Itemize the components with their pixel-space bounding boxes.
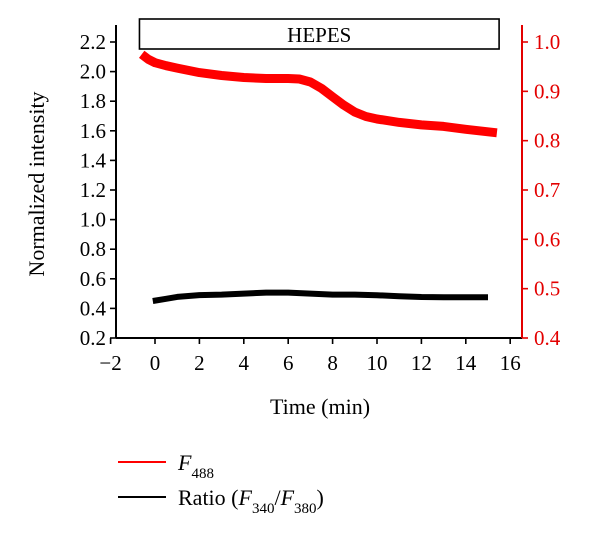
x-tick-label: 14 [455,351,477,375]
plot-area [115,25,523,339]
left-tick-label: 1.2 [80,178,106,202]
x-tick-label: 4 [239,351,250,375]
right-tick-label: 0.6 [534,227,560,251]
right-tick-label: 0.9 [534,79,560,103]
series-line-f488 [138,50,498,138]
y-axis-title: Normalized intensity [24,91,49,276]
left-tick-label: 2.0 [80,60,106,84]
left-tick-label: 0.2 [80,326,106,350]
left-axis-ticks: 0.2 0.4 0.6 0.8 1.0 1.2 1.4 1.6 1.8 2.0 2.2 [80,30,116,350]
x-tick-label: 10 [367,351,388,375]
left-tick-label: 0.4 [80,296,107,320]
left-tick-label: 0.8 [80,237,106,261]
x-tick-label: −2 [99,351,121,375]
hepes-bar [138,18,500,50]
left-tick-label: 1.8 [80,89,106,113]
right-tick-label: 0.4 [534,326,561,350]
x-tick-label: 8 [327,351,338,375]
hepes-label: HEPES [287,23,351,47]
left-tick-label: 2.2 [80,30,106,54]
x-axis-ticks: −2 0 2 4 6 8 10 12 14 16 [99,338,521,375]
legend-label-ratio: Ratio (F340/F380) [178,485,324,517]
x-axis-title: Time (min) [270,394,370,419]
x-tick-label: 2 [194,351,205,375]
left-tick-label: 1.4 [80,148,107,172]
legend-item-ratio: Ratio (F340/F380) [118,485,324,517]
hepes-annotation: HEPES [138,18,500,50]
series-line-ratio [152,289,488,304]
left-tick-label: 0.6 [80,267,106,291]
right-tick-label: 0.5 [534,277,560,301]
legend-label-f488: F488 [177,450,214,482]
x-tick-label: 0 [150,351,161,375]
right-tick-label: 0.8 [534,129,560,153]
x-tick-label: 6 [283,351,294,375]
left-tick-label: 1.6 [80,119,106,143]
right-axis-ticks: 0.4 0.5 0.6 0.7 0.8 0.9 1.0 [522,30,561,350]
x-tick-label: 12 [411,351,432,375]
x-tick-label: 16 [500,351,521,375]
legend: F488 Ratio (F340/F380) [118,450,324,517]
series-layer [138,50,498,304]
legend-item-f488: F488 [118,450,214,482]
left-tick-label: 1.0 [80,208,106,232]
right-tick-label: 0.7 [534,178,560,202]
right-tick-label: 1.0 [534,30,560,54]
